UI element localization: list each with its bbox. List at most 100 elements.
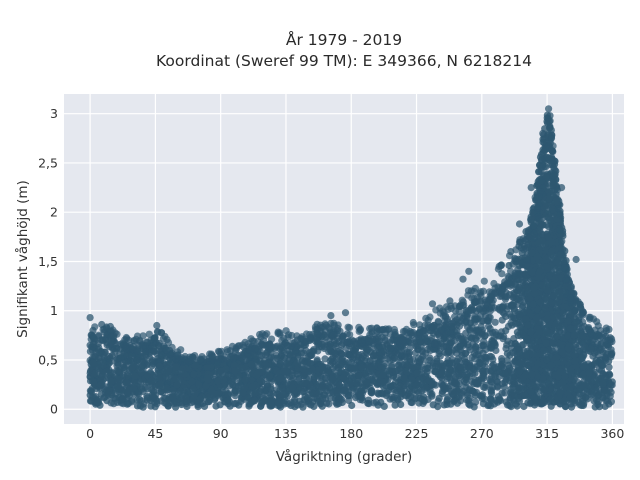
data-point <box>599 380 607 388</box>
data-point <box>571 357 579 365</box>
data-point <box>547 250 555 258</box>
data-point <box>500 383 508 391</box>
data-point <box>598 374 606 382</box>
data-point <box>253 371 261 380</box>
data-point <box>305 368 313 376</box>
data-point <box>471 318 479 326</box>
data-point <box>368 375 376 383</box>
data-point <box>137 378 145 386</box>
data-point <box>162 361 170 369</box>
data-point <box>232 387 240 395</box>
data-point <box>251 352 259 360</box>
data-point <box>479 360 487 368</box>
data-point <box>498 389 506 397</box>
data-point <box>337 361 345 369</box>
data-point <box>169 393 177 401</box>
data-point <box>86 397 95 405</box>
data-point <box>541 304 549 313</box>
data-point <box>578 354 586 362</box>
data-point <box>499 302 507 310</box>
data-point <box>228 378 236 386</box>
data-point <box>543 263 551 271</box>
data-point <box>190 393 198 401</box>
data-point <box>570 375 578 383</box>
data-point <box>182 393 190 402</box>
data-point <box>527 388 535 396</box>
data-point <box>164 367 172 375</box>
data-point <box>238 364 246 372</box>
data-point <box>452 385 460 393</box>
data-point <box>463 396 471 404</box>
data-point <box>102 367 110 375</box>
data-point <box>307 383 315 391</box>
data-point <box>487 386 495 394</box>
data-point <box>114 367 122 375</box>
data-point <box>486 376 494 384</box>
data-point <box>428 392 436 400</box>
data-point <box>556 389 564 397</box>
data-point <box>501 369 509 378</box>
data-point <box>523 335 531 343</box>
data-point <box>348 364 356 372</box>
data-point <box>558 348 566 356</box>
data-point <box>598 362 607 370</box>
data-point <box>537 298 545 306</box>
data-point <box>566 386 574 394</box>
data-point <box>365 400 373 408</box>
data-point <box>357 379 365 387</box>
data-point <box>220 376 228 384</box>
data-point <box>491 318 499 326</box>
data-point <box>539 221 547 229</box>
data-point <box>431 340 439 348</box>
data-point <box>111 348 119 356</box>
data-point <box>100 394 108 402</box>
data-point <box>341 386 349 394</box>
data-point <box>538 398 546 406</box>
data-point <box>346 391 354 399</box>
data-point <box>101 348 109 356</box>
data-point <box>251 389 259 397</box>
data-point <box>380 402 388 410</box>
data-point <box>455 372 463 380</box>
data-point <box>90 380 98 388</box>
data-point <box>435 350 443 358</box>
data-point <box>291 395 299 404</box>
data-point <box>485 322 493 330</box>
data-point <box>245 400 253 408</box>
data-point <box>529 300 537 308</box>
data-point <box>91 352 99 361</box>
data-point <box>322 375 330 383</box>
data-point <box>105 359 113 367</box>
data-point <box>530 284 538 292</box>
data-point <box>517 288 525 296</box>
data-point <box>548 153 556 162</box>
data-point <box>551 265 559 274</box>
data-point <box>552 353 561 361</box>
data-point <box>270 354 278 362</box>
data-point <box>379 371 387 379</box>
data-point <box>440 401 448 409</box>
data-point <box>500 309 508 318</box>
data-point <box>605 357 613 365</box>
data-point <box>281 396 289 404</box>
data-point <box>455 322 464 330</box>
data-point <box>351 347 359 355</box>
data-point <box>280 354 289 362</box>
data-point <box>97 381 105 389</box>
data-point <box>328 375 336 383</box>
data-point <box>547 126 555 134</box>
data-point <box>87 387 95 395</box>
data-point <box>557 251 565 259</box>
data-point <box>426 346 434 354</box>
data-point <box>447 400 455 408</box>
data-point <box>124 370 132 378</box>
data-point <box>299 365 307 373</box>
data-point <box>559 357 567 365</box>
data-point <box>448 334 456 342</box>
data-point <box>279 368 288 376</box>
data-point <box>274 398 283 407</box>
data-point <box>392 388 400 397</box>
data-point <box>482 381 490 389</box>
data-point <box>429 401 437 409</box>
